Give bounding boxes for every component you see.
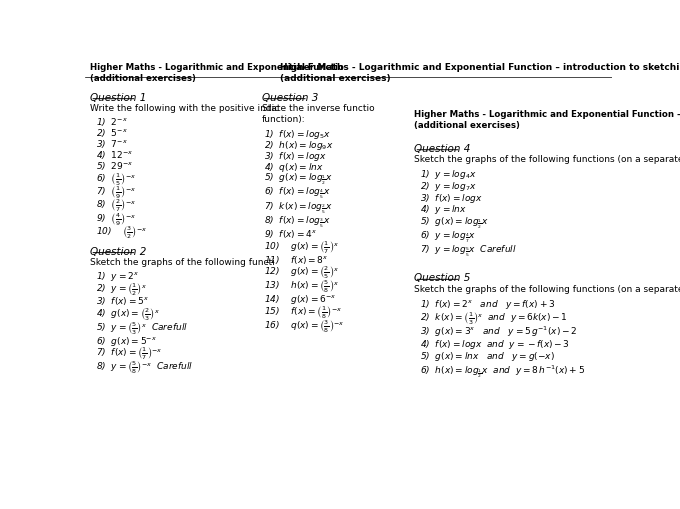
Text: State the inverse functio: State the inverse functio (262, 104, 374, 113)
Text: 8)  $f(x) = log_{\frac{3}{5}} x$: 8) $f(x) = log_{\frac{3}{5}} x$ (264, 214, 330, 229)
Text: 2)  $y = \left(\frac{1}{2}\right)^{x}$: 2) $y = \left(\frac{1}{2}\right)^{x}$ (95, 280, 147, 297)
Text: Question 1: Question 1 (90, 93, 147, 102)
Text: 4)  $q(x) = ln x$: 4) $q(x) = ln x$ (264, 161, 324, 174)
Text: 15)    $f(x) = \left(\frac{1}{8}\right)^{-x}$: 15) $f(x) = \left(\frac{1}{8}\right)^{-x… (264, 303, 342, 320)
Text: 3)  $g(x) = 3^{x}$   and   $y = 5\,g^{-1}(x) - 2$: 3) $g(x) = 3^{x}$ and $y = 5\,g^{-1}(x) … (420, 324, 577, 339)
Text: 7)  $\left(\frac{1}{9}\right)^{-x}$: 7) $\left(\frac{1}{9}\right)^{-x}$ (95, 184, 136, 201)
Text: 6)  $y = log_{\frac{4}{7}} x$: 6) $y = log_{\frac{4}{7}} x$ (420, 229, 476, 244)
Text: 1)  $2^{-x}$: 1) $2^{-x}$ (95, 116, 127, 128)
Text: 6)  $f(x) = log_{\frac{4}{5}} x$: 6) $f(x) = log_{\frac{4}{5}} x$ (264, 186, 330, 201)
Text: Question 2: Question 2 (90, 246, 147, 256)
Text: 5)  $g(x) = ln x$   and   $y = g(-x)$: 5) $g(x) = ln x$ and $y = g(-x)$ (420, 350, 555, 362)
Text: 5)  $g(x) = log_{\frac{1}{2}} x$: 5) $g(x) = log_{\frac{1}{2}} x$ (264, 172, 333, 187)
Text: 10)    $g(x) = \left(\frac{1}{7}\right)^{x}$: 10) $g(x) = \left(\frac{1}{7}\right)^{x}… (264, 239, 339, 256)
Text: 1)  $y = log_4 x$: 1) $y = log_4 x$ (420, 167, 477, 181)
Text: 7)  $f(x) = \left(\frac{1}{7}\right)^{-x}$: 7) $f(x) = \left(\frac{1}{7}\right)^{-x}… (95, 345, 163, 361)
Text: Question 5: Question 5 (414, 273, 471, 282)
Text: 7)  $y = log_{\frac{5}{5}} x$  Carefull: 7) $y = log_{\frac{5}{5}} x$ Carefull (420, 243, 516, 258)
Text: 2)  $k(x) = \left(\frac{1}{3}\right)^{x}$  and  $y = 6k(x) - 1$: 2) $k(x) = \left(\frac{1}{3}\right)^{x}$… (420, 309, 567, 326)
Text: 4)  $g(x) = \left(\frac{2}{3}\right)^{x}$: 4) $g(x) = \left(\frac{2}{3}\right)^{x}$ (95, 305, 160, 322)
Text: 2)  $h(x) = log_9 x$: 2) $h(x) = log_9 x$ (264, 138, 334, 152)
Text: Question 3: Question 3 (262, 93, 318, 102)
Text: 6)  $h(x) = log_{\frac{1}{2}} x$  and  $y = 8\,h^{-1}(x) + 5$: 6) $h(x) = log_{\frac{1}{2}} x$ and $y =… (420, 362, 585, 379)
Text: Sketch the graphs of the following functions (on a separate diagrams):: Sketch the graphs of the following funct… (414, 285, 680, 294)
Text: 5)  $g(x) = log_{\frac{1}{2}} x$: 5) $g(x) = log_{\frac{1}{2}} x$ (420, 215, 489, 230)
Text: 13)    $h(x) = \left(\frac{5}{8}\right)^{x}$: 13) $h(x) = \left(\frac{5}{8}\right)^{x}… (264, 278, 339, 295)
Text: 4)  $f(x) = log x$  and  $y = -f(x) - 3$: 4) $f(x) = log x$ and $y = -f(x) - 3$ (420, 337, 570, 350)
Text: 5)  $29^{-x}$: 5) $29^{-x}$ (95, 160, 133, 172)
Text: 1)  $f(x) = log_5 x$: 1) $f(x) = log_5 x$ (264, 128, 331, 140)
Text: 14)    $g(x) = 6^{-x}$: 14) $g(x) = 6^{-x}$ (264, 292, 337, 305)
Text: 4)  $y = ln x$: 4) $y = ln x$ (420, 203, 466, 216)
Text: 6)  $\left(\frac{1}{5}\right)^{-x}$: 6) $\left(\frac{1}{5}\right)^{-x}$ (95, 171, 136, 187)
Text: 3)  $f(x) = 5^{x}$: 3) $f(x) = 5^{x}$ (95, 295, 149, 306)
Text: Higher Maths - Logarithmic and Exponential Function – introduction to sketching : Higher Maths - Logarithmic and Exponenti… (414, 110, 680, 129)
Text: function):: function): (262, 115, 305, 123)
Text: 6)  $g(x) = 5^{-x}$: 6) $g(x) = 5^{-x}$ (95, 334, 156, 347)
Text: 7)  $k(x) = log_{\frac{2}{5}} x$: 7) $k(x) = log_{\frac{2}{5}} x$ (264, 200, 333, 215)
Text: Question 4: Question 4 (414, 144, 471, 153)
Text: 5)  $y = \left(\frac{5}{3}\right)^{x}$  Carefull: 5) $y = \left(\frac{5}{3}\right)^{x}$ Ca… (95, 320, 188, 336)
Text: 3)  $7^{-x}$: 3) $7^{-x}$ (95, 138, 127, 150)
Text: 1)  $y = 2^{x}$: 1) $y = 2^{x}$ (95, 270, 139, 282)
Text: Write the following with the positive indic: Write the following with the positive in… (90, 104, 279, 113)
Text: 2)  $5^{-x}$: 2) $5^{-x}$ (95, 127, 127, 139)
Text: 3)  $f(x) = log x$: 3) $f(x) = log x$ (420, 191, 482, 204)
Text: 2)  $y = log_7 x$: 2) $y = log_7 x$ (420, 180, 477, 192)
Text: Sketch the graphs of the following functi: Sketch the graphs of the following funct… (90, 258, 275, 267)
Text: 3)  $f(x) = log x$: 3) $f(x) = log x$ (264, 150, 327, 163)
Text: 16)    $q(x) = \left(\frac{3}{8}\right)^{-x}$: 16) $q(x) = \left(\frac{3}{8}\right)^{-x… (264, 318, 345, 334)
Text: 9)  $\left(\frac{4}{9}\right)^{-x}$: 9) $\left(\frac{4}{9}\right)^{-x}$ (95, 211, 136, 228)
Text: 1)  $f(x) = 2^{x}$   and   $y = f(x) + 3$: 1) $f(x) = 2^{x}$ and $y = f(x) + 3$ (420, 297, 555, 310)
Text: 12)    $g(x) = \left(\frac{2}{5}\right)^{x}$: 12) $g(x) = \left(\frac{2}{5}\right)^{x}… (264, 264, 339, 280)
Text: 11)    $f(x) = 8^{x}$: 11) $f(x) = 8^{x}$ (264, 253, 329, 265)
Text: Higher Maths - Logarithmic and Exponential Function – introduction to sketching : Higher Maths - Logarithmic and Exponenti… (280, 63, 680, 82)
Text: Higher Maths - Logarithmic and Exponential Functio
(additional exercises): Higher Maths - Logarithmic and Exponenti… (90, 63, 344, 82)
Text: 8)  $y = \left(\frac{5}{8}\right)^{-x}$  Carefull: 8) $y = \left(\frac{5}{8}\right)^{-x}$ C… (95, 359, 193, 376)
Text: 4)  $12^{-x}$: 4) $12^{-x}$ (95, 149, 133, 161)
Text: 10)    $\left(\frac{3}{2}\right)^{-x}$: 10) $\left(\frac{3}{2}\right)^{-x}$ (95, 224, 147, 241)
Text: Sketch the graphs of the following functions (on a separate diagrams):: Sketch the graphs of the following funct… (414, 155, 680, 164)
Text: 9)  $f(x) = 4^{x}$: 9) $f(x) = 4^{x}$ (264, 228, 318, 240)
Text: 8)  $\left(\frac{2}{7}\right)^{-x}$: 8) $\left(\frac{2}{7}\right)^{-x}$ (95, 197, 136, 214)
